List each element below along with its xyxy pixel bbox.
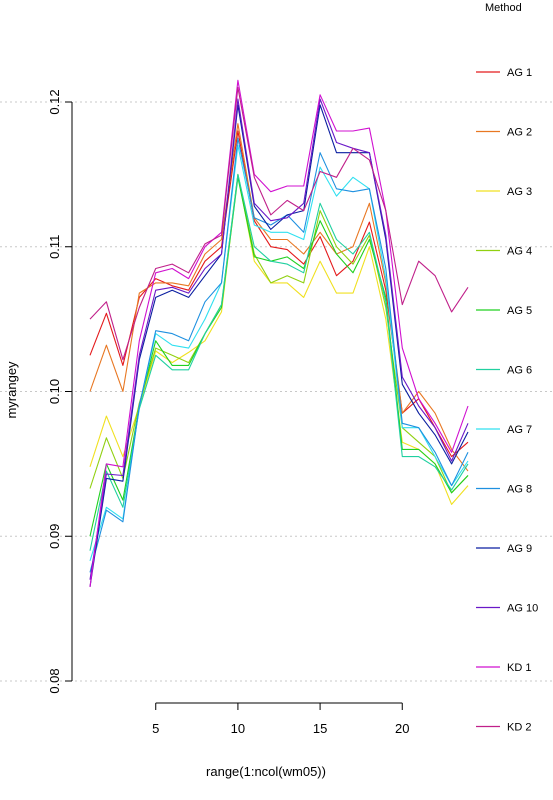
series-line-ag-9 (89, 104, 469, 587)
legend-label: AG 7 (507, 424, 532, 436)
legend-label: AG 10 (507, 603, 538, 615)
legend-label: AG 6 (507, 365, 532, 377)
legend-label: AG 4 (507, 246, 532, 258)
series-line-ag-8 (89, 137, 469, 573)
x-axis-title: range(1:ncol(wm05)) (206, 764, 326, 779)
x-axis: 5 10 15 20 (152, 702, 409, 736)
x-tick-label: 15 (313, 721, 327, 736)
legend-label: AG 3 (507, 186, 532, 198)
legend-label: AG 2 (507, 127, 532, 139)
series-line-ag-2 (89, 123, 469, 472)
legend: Method AG 1 AG 2 AG 3 AG 4 AG 5 AG 6 AG 7 AG 8 A… (476, 2, 538, 734)
series-line-ag-1 (89, 130, 469, 458)
gridlines (0, 101, 553, 682)
y-axis-title: myrangey (4, 361, 19, 419)
series-line-ag-5 (89, 176, 469, 537)
y-tick-label: 0.11 (47, 235, 62, 259)
series-line-ag-10 (89, 98, 469, 580)
legend-label: AG 5 (507, 305, 532, 317)
x-tick-label: 5 (152, 721, 159, 736)
legend-label: AG 1 (507, 67, 532, 79)
series-line-ag-3 (89, 173, 469, 505)
y-tick-label: 0.12 (47, 89, 62, 114)
y-tick-label: 0.09 (47, 524, 62, 549)
series-line-kd-1 (89, 79, 469, 587)
x-tick-label: 20 (395, 721, 409, 736)
y-tick-label: 0.08 (47, 668, 62, 693)
legend-label: KD 2 (507, 722, 531, 734)
legend-label: AG 9 (507, 543, 532, 555)
series-line-ag-4 (89, 173, 469, 494)
legend-label: KD 1 (507, 662, 531, 674)
y-axis: 0.08 0.09 0.10 0.11 0.12 (47, 89, 73, 694)
legend-title: Method (485, 2, 522, 14)
legend-label: AG 8 (507, 484, 532, 496)
series-line-ag-6 (89, 173, 469, 551)
series-lines (89, 79, 469, 587)
series-line-kd-2 (89, 86, 469, 361)
x-tick-label: 10 (231, 721, 245, 736)
y-tick-label: 0.10 (47, 379, 62, 404)
